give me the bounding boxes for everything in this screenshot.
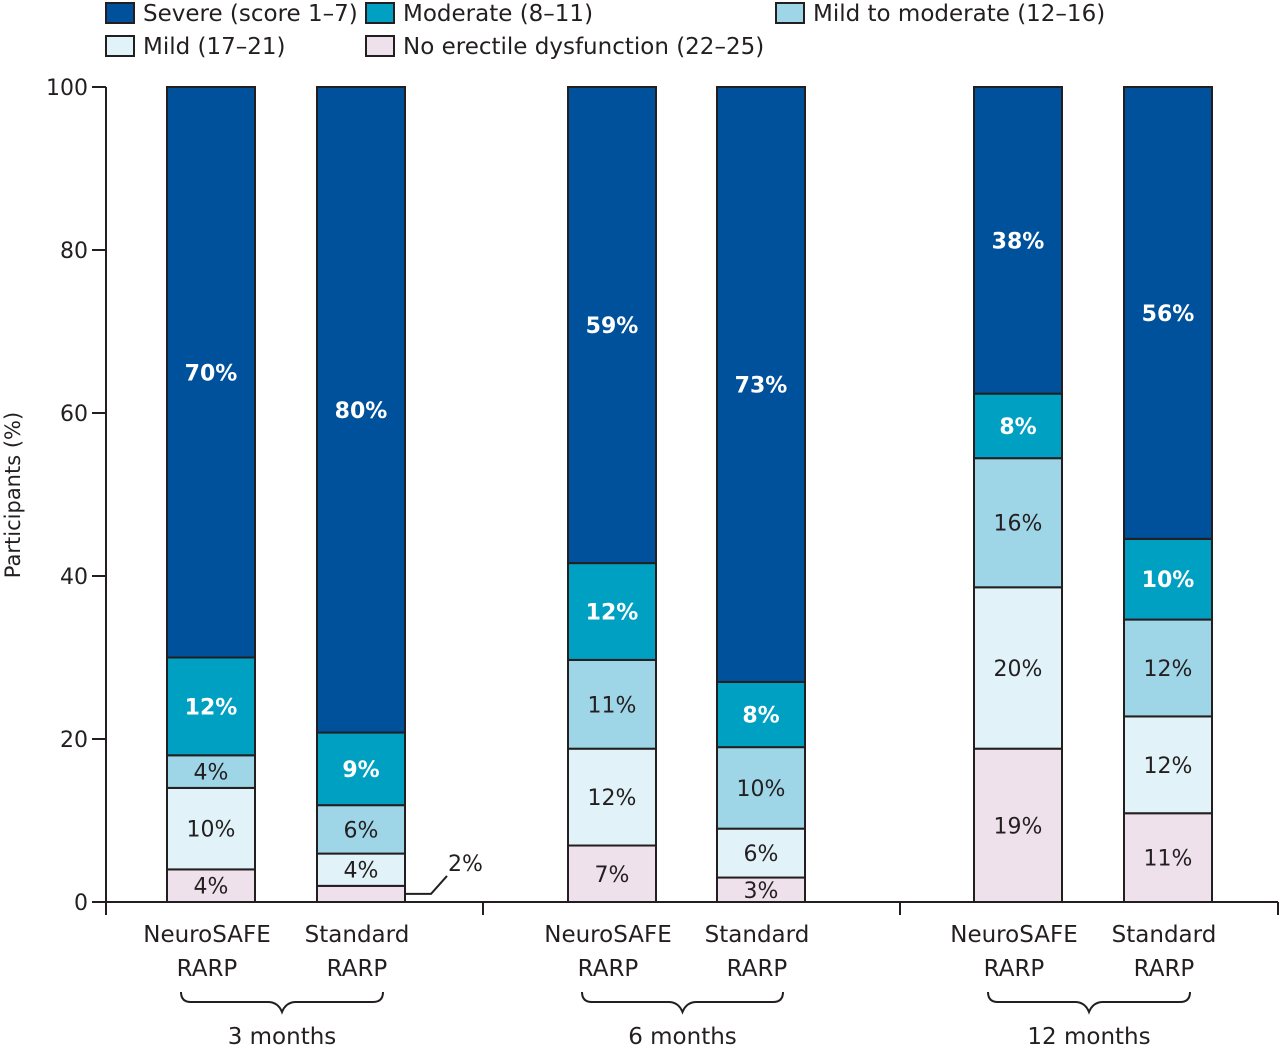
data-label: 10% — [737, 777, 786, 802]
category-label: Standard — [1112, 922, 1217, 948]
y-tick-label: 60 — [60, 402, 88, 427]
data-label: 6% — [344, 818, 379, 843]
data-label: 19% — [994, 814, 1043, 839]
bar-segment — [567, 747, 657, 847]
bar-segment — [1123, 812, 1213, 903]
legend-label: Mild (17–21) — [143, 34, 286, 60]
data-label: 4% — [194, 875, 229, 900]
bar-segment — [567, 844, 657, 903]
bar-segment — [316, 86, 406, 734]
category-label: RARP — [984, 956, 1045, 982]
data-label: 12% — [1144, 657, 1193, 682]
data-label: 2% — [448, 852, 483, 877]
bar-segment — [716, 746, 806, 830]
bar-segment — [316, 852, 406, 887]
y-tick-label: 80 — [60, 239, 88, 264]
data-label: 56% — [1142, 302, 1195, 327]
bar-segment — [567, 86, 657, 565]
bar-segment — [166, 868, 256, 904]
data-label: 10% — [1142, 568, 1195, 593]
data-label: 38% — [992, 229, 1045, 254]
category-label: RARP — [1134, 956, 1195, 982]
group-label: 12 months — [1027, 1024, 1150, 1048]
data-label: 10% — [187, 818, 236, 843]
category-label: NeuroSAFE — [544, 922, 671, 948]
legend-swatch — [775, 2, 805, 24]
category-label: NeuroSAFE — [950, 922, 1077, 948]
bars: 4% 10% 4% 12% 70% NeuroSAFE RARP 2% 4% 6% 9% 80% Sta… — [143, 86, 1217, 1050]
legend-swatch — [105, 2, 135, 24]
y-axis-label: Participants (%) — [1, 412, 25, 578]
bar-segment — [166, 754, 256, 789]
legend-label: No erectile dysfunction (22–25) — [403, 34, 764, 60]
bar-segment — [716, 680, 806, 749]
data-label: 16% — [994, 512, 1043, 537]
category-label: Standard — [305, 922, 410, 948]
legend: Severe (score 1–7) Moderate (8–11) Mild to… — [105, 1, 1105, 60]
data-label: 80% — [335, 399, 388, 424]
bar-segment — [567, 658, 657, 750]
legend-swatch — [365, 2, 395, 24]
group-label: 3 months — [228, 1024, 337, 1048]
data-label: 4% — [344, 859, 379, 884]
data-label: 59% — [586, 314, 639, 339]
data-label: 70% — [185, 361, 238, 386]
y-tick-label: 20 — [60, 728, 88, 753]
bar-segment — [166, 786, 256, 871]
bar-segment — [166, 656, 256, 757]
bar-segment — [973, 86, 1063, 395]
bar-segment — [973, 747, 1063, 903]
data-label: 11% — [588, 693, 637, 718]
data-label: 73% — [735, 373, 788, 398]
data-label: 12% — [185, 695, 238, 720]
bar-segment — [716, 86, 806, 683]
data-label: 6% — [744, 842, 779, 867]
category-label: RARP — [327, 956, 388, 982]
category-label: RARP — [177, 956, 238, 982]
data-label: 9% — [342, 758, 379, 783]
bar-segment — [716, 876, 806, 903]
legend-swatch — [365, 35, 395, 57]
y-tick-label: 40 — [60, 565, 88, 590]
group-brace — [180, 991, 384, 1015]
bar-segment — [716, 827, 806, 879]
group-brace — [987, 991, 1191, 1015]
data-label: 11% — [1144, 847, 1193, 872]
data-label: 4% — [194, 761, 229, 786]
bar-segment — [316, 884, 406, 904]
data-label: 8% — [999, 415, 1036, 440]
category-label: RARP — [578, 956, 639, 982]
legend-label: Mild to moderate (12–16) — [813, 1, 1105, 27]
legend-label: Severe (score 1–7) — [143, 1, 358, 27]
data-label: 12% — [588, 786, 637, 811]
bar-segment — [1123, 86, 1213, 540]
data-label: 12% — [586, 601, 639, 626]
bar-segment — [567, 562, 657, 661]
data-label: 12% — [1144, 754, 1193, 779]
data-label: 7% — [595, 863, 630, 888]
category-label: NeuroSAFE — [143, 922, 270, 948]
legend-label: Moderate (8–11) — [403, 1, 593, 27]
bar-segment — [316, 731, 406, 807]
group-label: 6 months — [628, 1024, 737, 1048]
category-label: Standard — [705, 922, 810, 948]
bar-segment — [316, 804, 406, 855]
data-label: 3% — [744, 879, 779, 904]
axes: 0 20 40 60 80 100 — [46, 76, 1279, 916]
bar-segment — [973, 392, 1063, 460]
y-tick-label: 100 — [46, 76, 88, 101]
data-label: 8% — [742, 704, 779, 729]
legend-swatch — [105, 35, 135, 57]
category-label: RARP — [727, 956, 788, 982]
y-tick-label: 0 — [74, 891, 88, 916]
callout-line — [405, 875, 448, 895]
group-brace — [581, 991, 784, 1015]
bar-segment — [166, 86, 256, 659]
data-label: 20% — [994, 657, 1043, 682]
